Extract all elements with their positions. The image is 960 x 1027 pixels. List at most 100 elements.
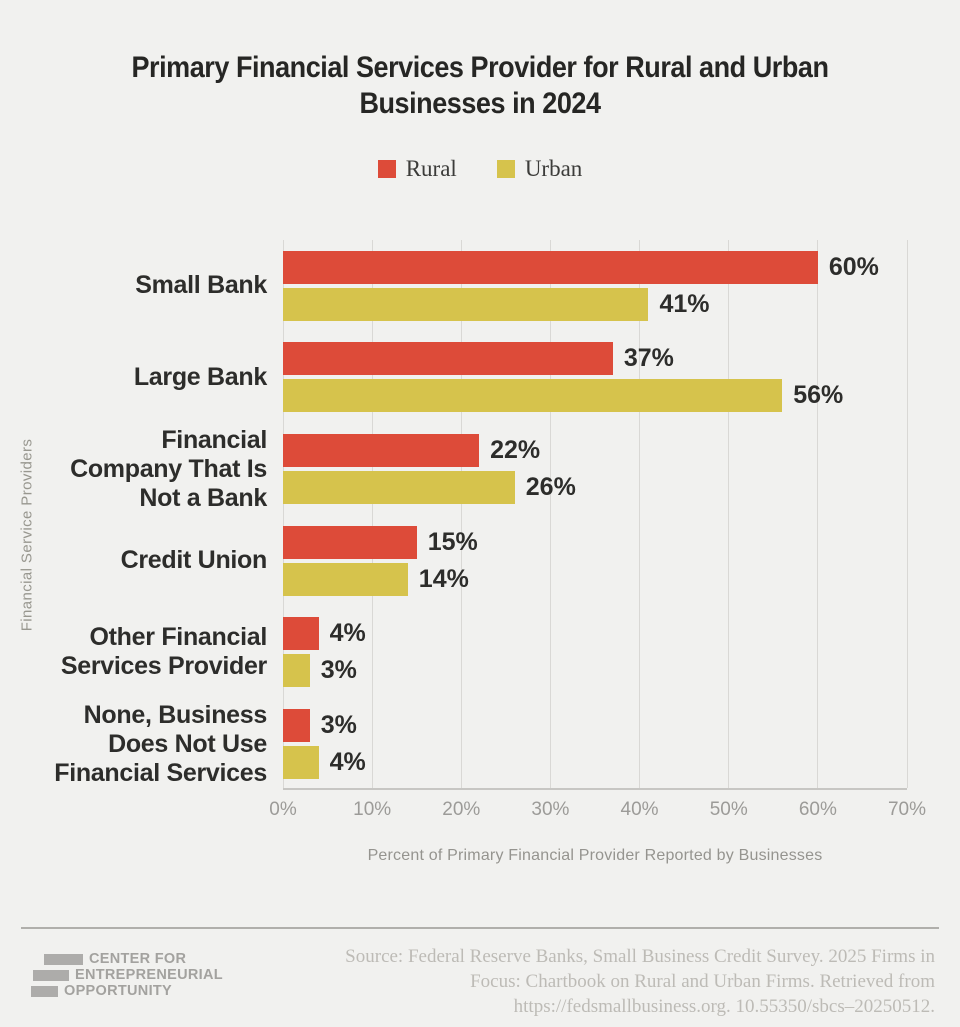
rural-barline: 22% xyxy=(283,434,907,468)
source-line2: Focus: Chartbook on Rural and Urban Firm… xyxy=(470,971,935,992)
legend: Rural Urban xyxy=(0,156,960,182)
logo-row: OPPORTUNITY xyxy=(31,983,223,999)
urban-bar xyxy=(283,562,408,596)
rural-bar xyxy=(283,434,480,468)
gridline xyxy=(906,240,908,788)
value-label: 37% xyxy=(623,344,674,373)
gridline xyxy=(371,240,373,788)
x-tick-label: 10% xyxy=(353,799,392,820)
value-label: 4% xyxy=(329,619,366,648)
rural-bar xyxy=(283,250,818,284)
urban-bar xyxy=(283,471,515,505)
plot-grid xyxy=(282,240,908,790)
x-tick-label: 40% xyxy=(620,799,659,820)
x-tick-label: 60% xyxy=(798,799,837,820)
x-axis-ticks: 0% 10% 20% 30% 40% 50% 60% 70% xyxy=(269,799,926,823)
value-label: 15% xyxy=(427,527,478,556)
value-label: 3% xyxy=(320,656,357,685)
value-label: 22% xyxy=(490,436,541,465)
x-tick-label: 30% xyxy=(531,799,570,820)
legend-item-urban: Urban xyxy=(496,156,583,182)
ceo-logo: CENTER FOR ENTREPRENEURIAL OPPORTUNITY xyxy=(31,951,223,999)
urban-barline: 26% xyxy=(283,471,907,505)
gridline xyxy=(817,240,819,788)
category-bars: 3% 4% xyxy=(283,698,907,790)
value-label: 4% xyxy=(329,748,366,777)
rural-barline: 37% xyxy=(283,342,907,376)
urban-bar xyxy=(283,287,649,321)
x-axis-label: Percent of Primary Financial Provider Re… xyxy=(367,847,823,864)
value-label: 26% xyxy=(525,473,576,502)
logo-row: CENTER FOR xyxy=(31,951,223,967)
gridline xyxy=(728,240,730,788)
chart-title-line2: Businesses in 2024 xyxy=(359,87,601,120)
source-line3: https://fedsmallbusiness.org. 10.55350/s… xyxy=(513,996,935,1017)
urban-barline: 3% xyxy=(283,654,907,688)
logo-bar-icon xyxy=(33,969,69,981)
category-bars: 4% 3% xyxy=(283,607,907,699)
category-row: Large Bank 37% 56% xyxy=(0,332,907,424)
category-label: Credit Union xyxy=(120,546,268,575)
source-line1: Source: Federal Reserve Banks, Small Bus… xyxy=(345,946,935,967)
category-label: Financial Company That Is Not a Bank xyxy=(70,425,267,512)
gridline xyxy=(460,240,462,788)
rural-bar xyxy=(283,342,613,376)
x-tick-label: 50% xyxy=(709,799,748,820)
rural-bar xyxy=(283,525,417,559)
category-label: Small Bank xyxy=(135,271,267,300)
category-label: Other Financial Services Provider xyxy=(60,623,267,681)
rural-bar xyxy=(283,617,319,651)
rural-bar xyxy=(283,709,310,743)
gridline xyxy=(639,240,641,788)
urban-barline: 14% xyxy=(283,562,907,596)
urban-bar xyxy=(283,654,310,688)
logo-row: ENTREPRENEURIAL xyxy=(31,967,223,983)
urban-swatch-icon xyxy=(496,160,515,178)
gridline xyxy=(282,240,284,788)
value-label: 3% xyxy=(320,711,357,740)
urban-barline: 4% xyxy=(283,746,907,780)
logo-text-line3: OPPORTUNITY xyxy=(64,983,173,999)
category-bars: 37% 56% xyxy=(283,332,907,424)
chart-title-line1: Primary Financial Services Provider for … xyxy=(131,51,829,84)
category-bars: 15% 14% xyxy=(283,515,907,607)
legend-item-rural: Rural xyxy=(377,156,457,182)
logo-bar-icon xyxy=(44,953,83,965)
rural-barline: 4% xyxy=(283,617,907,651)
category-label: None, Business Does Not Use Financial Se… xyxy=(54,700,267,787)
gridline xyxy=(549,240,551,788)
urban-bar xyxy=(283,379,783,413)
footer-divider xyxy=(21,927,939,929)
category-row: Credit Union 15% 14% xyxy=(0,515,907,607)
logo-text-line1: CENTER FOR xyxy=(89,951,187,967)
value-label: 60% xyxy=(828,252,879,281)
value-label: 56% xyxy=(793,381,844,410)
rural-barline: 3% xyxy=(283,709,907,743)
logo-text-line2: ENTREPRENEURIAL xyxy=(75,967,223,983)
category-row: None, Business Does Not Use Financial Se… xyxy=(0,698,907,790)
x-tick-label: 20% xyxy=(442,799,481,820)
rural-barline: 60% xyxy=(283,250,907,284)
value-label: 41% xyxy=(659,289,710,318)
logo-bar-icon xyxy=(31,985,58,997)
source-text: Source: Federal Reserve Banks, Small Bus… xyxy=(315,944,935,1019)
value-label: 14% xyxy=(418,564,469,593)
category-label: Large Bank xyxy=(133,362,267,391)
category-bars: 60% 41% xyxy=(283,240,907,332)
x-tick-label: 0% xyxy=(269,799,297,820)
category-row: Small Bank 60% 41% xyxy=(0,240,907,332)
legend-label: Urban xyxy=(524,156,583,181)
category-row: Financial Company That Is Not a Bank 22% 2… xyxy=(0,423,907,515)
category-row: Other Financial Services Provider 4% 3% xyxy=(0,607,907,699)
rural-barline: 15% xyxy=(283,525,907,559)
category-bars: 22% 26% xyxy=(283,423,907,515)
bar-rows: Small Bank 60% 41% Large Bank 37% 56% Financia… xyxy=(0,240,907,790)
chart-title: Primary Financial Services Provider for … xyxy=(48,50,912,122)
urban-barline: 41% xyxy=(283,287,907,321)
urban-barline: 56% xyxy=(283,379,907,413)
urban-bar xyxy=(283,746,319,780)
x-tick-label: 70% xyxy=(887,799,927,820)
rural-swatch-icon xyxy=(377,160,396,178)
legend-label: Rural xyxy=(405,156,457,181)
